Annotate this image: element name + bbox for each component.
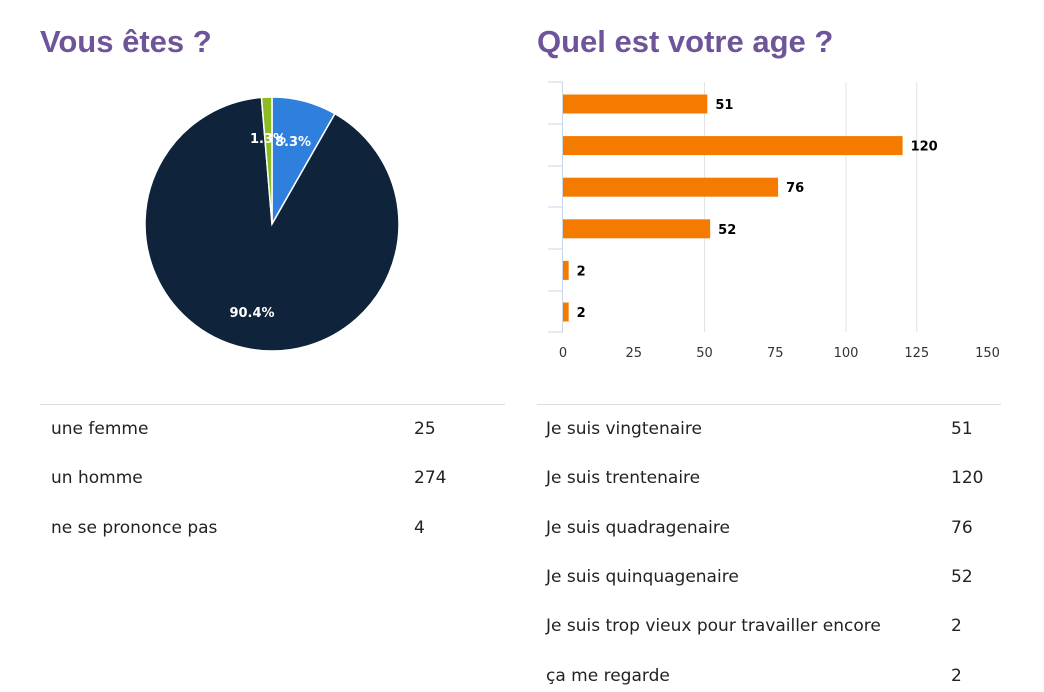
table-row-value: 76 [951,517,973,538]
table-row-value: 25 [414,419,436,439]
bar-chart-title: Quel est votre age ? [537,24,834,59]
table-row-value: 4 [414,517,425,538]
x-tick-label: 25 [625,346,642,361]
table-row-label: un homme [51,468,143,489]
bar [563,260,569,280]
table-row-label: une femme [51,419,149,439]
pie-chart-title: Vous êtes ? [40,24,212,59]
table-row-label: Je suis quinquagenaire [546,566,739,587]
table-divider-left [40,404,505,405]
pie-slice [144,96,400,352]
table-row-label: Je suis trop vieux pour travailler encor… [546,616,881,637]
table-row-label: Je suis quadragenaire [546,517,730,538]
bar-data-label: 2 [577,306,586,321]
bar [563,94,708,114]
bar-data-label: 51 [715,98,733,113]
table-row-value: 51 [951,419,973,439]
table-row-value: 2 [951,616,962,637]
table-row-value: 274 [414,468,447,489]
bar [563,302,569,322]
table-row-label: Je suis vingtenaire [546,419,702,439]
table-row-value: 120 [951,468,984,489]
bar-data-label: 52 [718,223,736,238]
bar-data-label: 120 [911,140,938,155]
bar [563,219,711,239]
table-divider-right [537,404,1001,405]
table-row-label: ça me regarde [546,665,670,686]
table-row-label: ne se prononce pas [51,517,218,538]
bar-data-label: 76 [786,181,804,196]
bar-data-label: 2 [577,264,586,279]
x-tick-label: 100 [834,346,859,361]
pie-slice [260,96,273,225]
x-tick-label: 150 [975,346,1000,361]
charts-canvas: 8.3% 90.4% 1.3% 51 120 76 52 2 2 0 25 50 75 100 125 150 [144,81,1000,361]
x-tick-label: 50 [696,346,713,361]
x-tick-label: 0 [559,346,567,361]
bar [563,177,779,197]
x-tick-label: 125 [904,346,929,361]
table-row-label: Je suis trentenaire [546,468,701,489]
pie-data-label: 8.3% [275,135,311,150]
table-row-value: 52 [951,566,973,587]
pie-data-label: 90.4% [229,306,274,321]
pie-data-label: 1.3% [250,132,286,147]
x-tick-label: 75 [767,346,784,361]
bar [563,136,903,156]
table-row-value: 2 [951,665,962,686]
